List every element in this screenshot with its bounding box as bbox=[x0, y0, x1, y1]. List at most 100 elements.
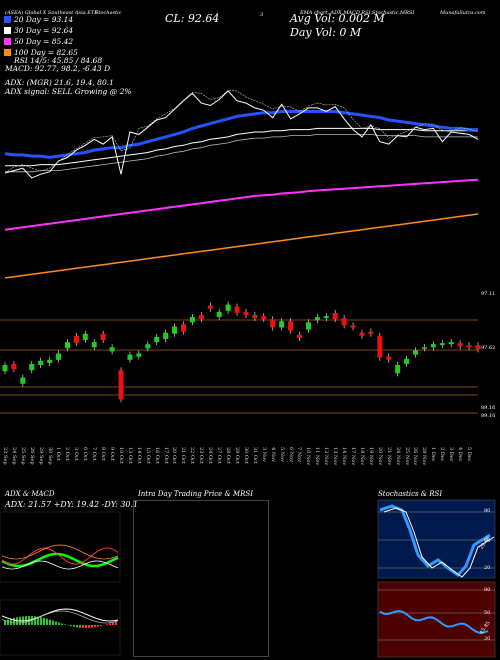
macd-histogram-bar bbox=[106, 624, 108, 625]
macd-histogram-bar bbox=[34, 616, 36, 625]
candle-body bbox=[332, 312, 338, 320]
macd-histogram-bar bbox=[79, 625, 81, 628]
macd-histogram-bar bbox=[40, 617, 42, 625]
macd-histogram-bar bbox=[73, 625, 75, 627]
candle-body bbox=[145, 344, 151, 349]
macd-histogram-bar bbox=[55, 621, 57, 625]
candle-body bbox=[297, 334, 303, 338]
candle-body bbox=[457, 343, 463, 347]
price-level-1: 97.11 bbox=[481, 291, 496, 297]
adx-minus-di-line bbox=[1, 547, 119, 565]
candle-body bbox=[100, 333, 106, 340]
candle-body bbox=[56, 353, 62, 360]
candle-body bbox=[341, 318, 347, 326]
rsi-level-80: 80 bbox=[484, 587, 491, 593]
candle-body bbox=[448, 342, 454, 345]
adx-signal: ADX signal: SELL Growing @ 2% bbox=[5, 87, 132, 96]
macd-histogram-bar bbox=[61, 623, 63, 625]
macd-histogram-bar bbox=[52, 620, 54, 625]
main-chart bbox=[0, 90, 481, 414]
adx-row: ADX: (MGR) 21.6, 19.4, 80.1 bbox=[5, 78, 114, 87]
candle-body bbox=[198, 315, 204, 320]
candle-body bbox=[314, 317, 320, 321]
macd-histogram-bar bbox=[70, 625, 72, 627]
avg-volume-label: Avg Vol: 0.002 M bbox=[290, 12, 385, 25]
candle-body bbox=[466, 345, 472, 348]
macd-histogram-bar bbox=[76, 625, 78, 628]
macd-row: MACD: 92.77, 98.2, -6.43 D bbox=[5, 64, 111, 73]
macd-histogram-bar bbox=[49, 619, 51, 625]
rsi-level-50: 50 bbox=[484, 610, 491, 616]
candle-body bbox=[305, 322, 311, 330]
price-level-2: 97.62 bbox=[481, 345, 496, 351]
candle-body bbox=[279, 321, 285, 328]
intraday-title: Intra Day Trading Price & MRSI bbox=[138, 490, 253, 498]
candle-body bbox=[47, 359, 53, 363]
candle-body bbox=[359, 332, 365, 336]
macd-histogram-bar bbox=[13, 618, 15, 625]
adx-aux-line bbox=[1, 560, 119, 570]
price-level-3: 89.16 bbox=[481, 405, 496, 411]
candle-body bbox=[413, 350, 419, 355]
macd-signal-line bbox=[1, 610, 119, 624]
candle-body bbox=[11, 363, 17, 370]
rsi-level-20: 20 bbox=[484, 636, 491, 642]
ema30-swatch bbox=[4, 27, 11, 34]
adx-line bbox=[1, 544, 119, 560]
stoch-d-line bbox=[383, 507, 495, 578]
macd-histogram-bar bbox=[7, 619, 9, 625]
candle-body bbox=[64, 342, 70, 349]
candle-body bbox=[20, 377, 26, 384]
macd-histogram-bar bbox=[82, 625, 84, 628]
ema50-line bbox=[4, 178, 479, 231]
macd-histogram-bar bbox=[88, 625, 90, 628]
ema50-label: 50 Day = 85.42 bbox=[14, 37, 74, 46]
ema100-label: 100 Day = 82.65 bbox=[14, 48, 78, 57]
close-line bbox=[4, 90, 479, 179]
ema50-swatch bbox=[4, 38, 11, 45]
ema20-swatch bbox=[4, 16, 11, 23]
candle-body bbox=[323, 316, 329, 319]
candle-body bbox=[395, 365, 401, 374]
macd-histogram-bar bbox=[58, 622, 60, 625]
candle-body bbox=[216, 311, 222, 318]
ema20-line bbox=[4, 110, 478, 159]
macd-histogram-bar bbox=[91, 625, 93, 628]
candle-body bbox=[270, 319, 276, 328]
candle-body bbox=[180, 324, 186, 332]
ema20-label: 20 Day = 93.14 bbox=[14, 15, 74, 24]
candle-body bbox=[207, 305, 213, 309]
candle-body bbox=[475, 345, 481, 350]
header-title-left: (ASEA) Global X Southeast Asia ETF bbox=[5, 10, 98, 16]
macd-histogram-bar bbox=[109, 623, 111, 625]
adx-panel bbox=[0, 511, 121, 583]
candle-body bbox=[118, 370, 124, 400]
candle-body bbox=[154, 336, 160, 343]
day-volume-label: Day Vol: 0 M bbox=[290, 26, 362, 39]
candle-body bbox=[386, 356, 392, 360]
candle-body bbox=[439, 343, 445, 346]
candle-body bbox=[127, 354, 133, 360]
adx-macd-title: ADX & MACD bbox=[5, 490, 55, 498]
macd-histogram-bar bbox=[46, 618, 48, 625]
macd-line bbox=[1, 608, 119, 622]
candle-body bbox=[73, 335, 79, 344]
price-level-4: 89.16 bbox=[481, 413, 496, 419]
macd-histogram-bar bbox=[64, 624, 66, 625]
candle-body bbox=[163, 332, 169, 339]
header-site: MunafaSutra.com bbox=[440, 10, 486, 16]
ema100-line bbox=[4, 213, 479, 279]
macd-histogram-bar bbox=[94, 625, 96, 628]
candle-body bbox=[136, 353, 142, 357]
close-price-label: CL: 92.64 bbox=[165, 12, 220, 25]
stoch-level-20: 20 bbox=[484, 565, 491, 571]
intraday-panel bbox=[133, 500, 269, 657]
ema30-line bbox=[5, 127, 478, 167]
macd-histogram-bar bbox=[43, 617, 45, 625]
candle-body bbox=[225, 304, 231, 311]
macd-histogram-bar bbox=[16, 617, 18, 625]
candle-body bbox=[430, 344, 436, 348]
macd-histogram-bar bbox=[37, 616, 39, 625]
candle-body bbox=[252, 315, 258, 319]
candle-body bbox=[288, 321, 294, 331]
